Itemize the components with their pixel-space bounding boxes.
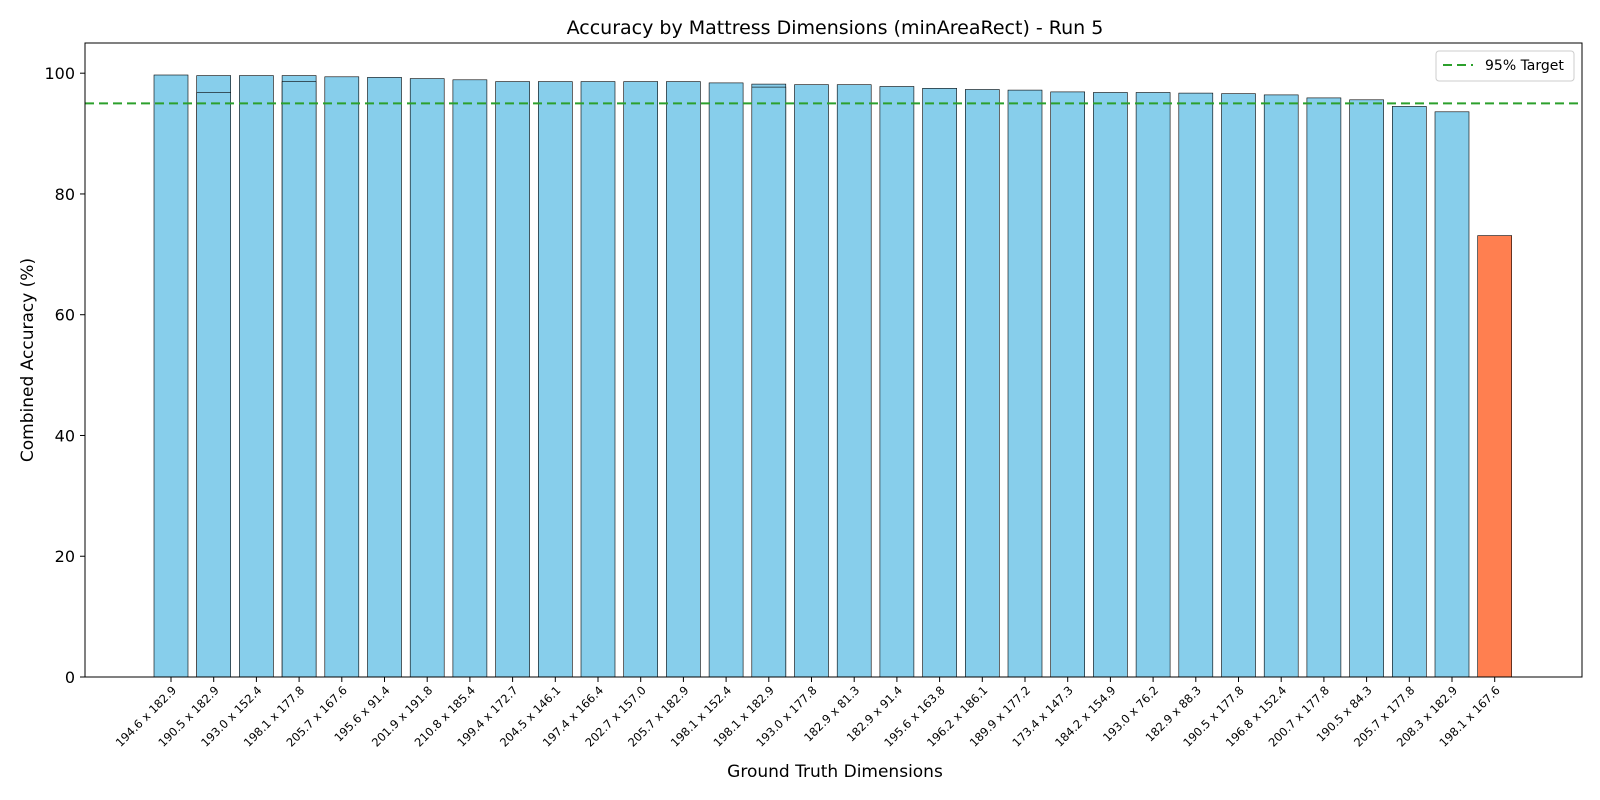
bar — [922, 88, 957, 678]
bar — [239, 75, 274, 678]
bar — [708, 82, 744, 678]
bar — [452, 79, 488, 678]
bar — [879, 86, 915, 678]
bar — [1221, 93, 1256, 678]
chart-title: Accuracy by Mattress Dimensions (minArea… — [567, 17, 1104, 39]
bar — [367, 77, 402, 678]
bar — [1135, 92, 1171, 678]
bar — [580, 81, 616, 678]
bar — [1093, 92, 1128, 678]
y-tick-label: 80 — [55, 185, 75, 204]
bar — [964, 89, 1000, 678]
bar — [1306, 97, 1342, 678]
bar — [409, 78, 445, 678]
overlay-bar — [196, 92, 231, 678]
bar — [1178, 92, 1214, 678]
y-tick-label: 20 — [55, 547, 75, 566]
bar — [1007, 89, 1043, 678]
legend-entry-target: 95% Target — [1485, 58, 1564, 74]
y-tick-label: 40 — [55, 426, 75, 445]
bar — [794, 84, 829, 678]
overlay-bar — [751, 86, 787, 678]
x-axis-label: Ground Truth Dimensions — [727, 762, 943, 782]
bar — [495, 81, 530, 678]
bar — [1434, 111, 1470, 678]
y-axis-ticks: 0 20 40 60 80 100 — [44, 64, 85, 687]
y-tick-label: 0 — [65, 668, 75, 687]
bar — [537, 81, 573, 678]
bar — [1050, 91, 1085, 678]
y-tick-label: 100 — [44, 64, 75, 83]
bar — [1477, 235, 1512, 678]
bar — [153, 74, 189, 678]
legend: 95% Target — [1435, 50, 1575, 82]
overlay-bar — [281, 81, 317, 678]
y-axis-label: Combined Accuracy (%) — [18, 258, 38, 462]
bar — [324, 76, 360, 678]
bar — [836, 84, 872, 678]
y-tick-label: 60 — [55, 306, 75, 325]
bars-group — [153, 74, 1512, 678]
plot-frame — [84, 42, 1583, 678]
bar — [623, 81, 659, 678]
bar — [666, 81, 701, 678]
overlay-bars-group — [196, 81, 787, 678]
bar — [1349, 99, 1384, 678]
bar — [1392, 106, 1427, 678]
bar — [1263, 94, 1299, 678]
legend-box — [1435, 50, 1575, 82]
